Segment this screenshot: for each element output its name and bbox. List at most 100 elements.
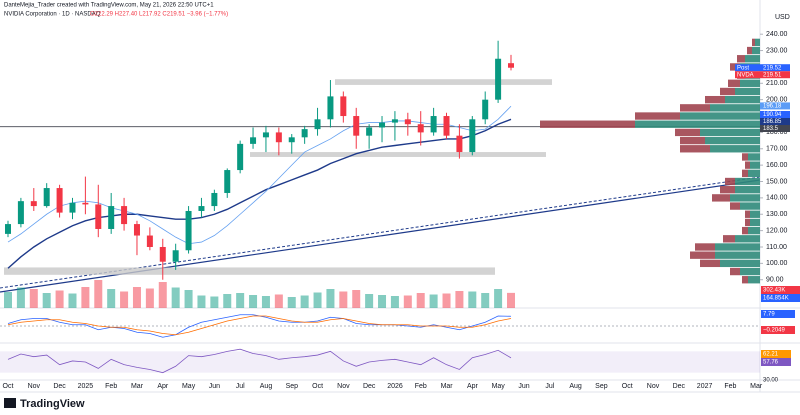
candle-body [508, 63, 514, 68]
x-tick-label: Feb [415, 383, 427, 390]
profile-up [735, 235, 760, 243]
profile-up [752, 46, 760, 55]
profile-up [710, 104, 760, 112]
volume-bar [313, 292, 322, 308]
candle-body [456, 135, 463, 153]
zone [335, 79, 552, 85]
y-tick-label: 90.00 [766, 277, 784, 284]
price-tag: 196.18 [763, 103, 782, 109]
x-tick-label: Mar [750, 383, 763, 390]
candle-body [69, 202, 76, 213]
volume-bar [120, 291, 129, 308]
profile-up [740, 202, 760, 210]
profile-up [730, 194, 760, 202]
volume-tag: 164.854K [763, 296, 789, 302]
rsi-tag: 62.21 [763, 352, 779, 358]
profile-down [745, 161, 750, 169]
brand: TradingView [20, 398, 85, 410]
volume-bar [300, 295, 309, 308]
price-tag: 186.85 [763, 119, 782, 125]
profile-up [755, 38, 760, 47]
volume-bar [429, 294, 438, 308]
trend-line [0, 179, 761, 293]
profile-up [635, 120, 760, 128]
x-tick-label: Nov [647, 383, 660, 390]
profile-down [742, 226, 748, 235]
profile-up [748, 153, 760, 161]
profile-down [695, 243, 715, 251]
volume-bar [4, 292, 12, 308]
price-tag-bg [760, 117, 790, 125]
y-tick-label: 100.00 [766, 260, 788, 267]
candle-body [366, 127, 373, 136]
candle-body [314, 119, 321, 130]
volume-bar [171, 287, 180, 308]
volume-bar [390, 296, 399, 308]
candle-body [224, 170, 231, 193]
x-tick-label: Oct [622, 383, 633, 390]
profile-up [735, 177, 760, 186]
macd-tag: −0.2049 [763, 328, 786, 334]
profile-down [705, 95, 725, 104]
y-tick-label: 110.00 [766, 244, 787, 251]
candle-body [404, 119, 411, 125]
volume-bar [184, 290, 193, 308]
candle-body [417, 124, 424, 133]
x-tick-label: Aug [569, 383, 582, 390]
profile-down [540, 120, 635, 128]
profile-down [745, 218, 750, 227]
x-tick-label: May [492, 383, 506, 390]
tag-bg [735, 71, 760, 79]
candle-body [43, 188, 50, 207]
profile-up [680, 112, 760, 120]
y-tick-label: 130.00 [766, 211, 788, 218]
profile-up [735, 186, 760, 194]
tag-name: Post [737, 65, 749, 71]
rsi-tag-bg [761, 350, 791, 358]
x-tick-label: May [182, 383, 196, 390]
candle-body [5, 224, 11, 234]
profile-down [745, 210, 750, 218]
candle-body [288, 137, 295, 143]
moving-average [7, 118, 512, 269]
volume-bar [107, 289, 116, 308]
candle-body [379, 122, 386, 128]
profile-down [680, 104, 710, 112]
volume-bar [326, 289, 335, 308]
profile-up [750, 210, 760, 218]
y-tick-label: 150.00 [766, 178, 788, 185]
volume-bar [29, 289, 38, 308]
profile-down [680, 145, 710, 153]
price-tag: 190.94 [763, 112, 782, 118]
volume-bar [403, 295, 412, 308]
x-tick-label: Apr [157, 383, 169, 390]
price-tag-bg [760, 110, 790, 118]
macd-tag-bg [761, 326, 795, 334]
volume-bar [145, 288, 154, 308]
x-tick-label: 2025 [78, 383, 94, 390]
y-tick-label: 230.00 [766, 47, 788, 54]
x-tick-label: Sep [595, 383, 608, 390]
macd-tag: 7.79 [763, 312, 775, 318]
profile-up [700, 128, 760, 137]
rsi-line [7, 348, 512, 374]
volume-bar [468, 291, 477, 308]
x-tick-label: Dec [53, 383, 66, 390]
y-tick-label: 170.00 [766, 146, 788, 153]
profile-up [745, 55, 760, 63]
profile-up [750, 218, 760, 227]
price-tag: 183.5 [763, 126, 779, 132]
profile-up [740, 79, 760, 87]
price-tag-bg [760, 71, 790, 79]
profile-up [735, 87, 760, 96]
volume-bar [223, 294, 232, 308]
candle-body [443, 116, 450, 136]
x-tick-label: Oct [3, 383, 14, 390]
volume-bar [455, 291, 464, 308]
price-tag-bg [760, 64, 790, 72]
candle-body [56, 188, 63, 213]
candle-body [17, 201, 24, 225]
ohlc: O222.29 H227.40 L217.92 C219.51 −3.96 (−… [90, 12, 228, 18]
tag-bg [735, 64, 760, 72]
candle-body [159, 246, 166, 262]
